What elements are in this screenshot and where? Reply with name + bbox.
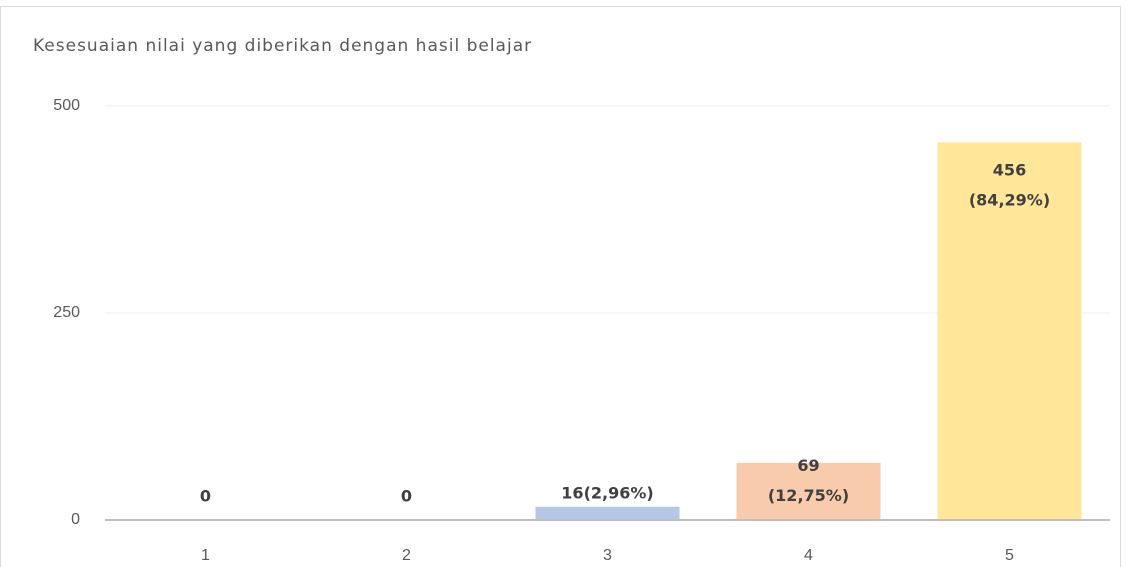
bar [937,142,1082,520]
y-tick-label: 250 [53,304,80,321]
x-tick-label: 5 [1005,547,1014,564]
chart-title: Kesesuaian nilai yang diberikan dengan h… [33,36,532,56]
bar [535,506,680,520]
y-tick-label: 0 [71,511,80,528]
bar [736,462,881,520]
value-label: 0 [401,487,412,506]
x-tick-label: 3 [603,547,612,564]
chart-border [0,6,1121,567]
y-tick-label: 500 [53,97,80,114]
value-label: 16(2,96%) [561,483,653,502]
value-label: 456 (84,29%) [969,160,1050,209]
x-tick-label: 4 [804,547,813,564]
x-tick-label: 2 [402,547,411,564]
value-label: 0 [200,487,211,506]
x-tick-label: 1 [201,547,210,564]
value-label: 69 (12,75%) [768,456,849,505]
